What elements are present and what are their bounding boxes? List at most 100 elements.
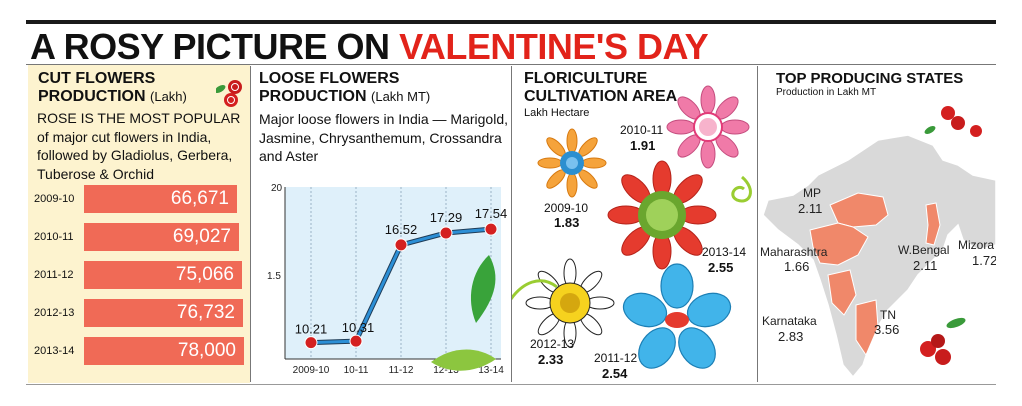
loose-flowers-line-chart: 20 1.5 2009-10 10-11 11-12 12-13 13-14 10.21 10.…	[267, 183, 508, 376]
top-rule	[26, 20, 996, 24]
state-value-tn: 3.56	[874, 322, 900, 337]
leaf-icon	[431, 349, 496, 371]
india-map	[762, 106, 996, 379]
orange-flower-icon	[537, 128, 607, 198]
bar-row: 2012-13 76,732	[28, 299, 250, 327]
state-label-mp: MP	[803, 186, 821, 200]
data-label: 17.29	[430, 210, 463, 225]
data-point	[349, 334, 363, 348]
daisy-flower-icon	[525, 258, 615, 348]
state-value-mp: 2.11	[798, 201, 823, 216]
state-label-mizoram: Mizora	[958, 238, 995, 252]
x-tick-label: 10-11	[344, 365, 369, 376]
x-tick-label: 2009-10	[293, 365, 330, 376]
bar: 75,066	[84, 261, 242, 289]
bar-row: 2013-14 78,000	[28, 337, 250, 365]
pink-flower-icon	[666, 85, 750, 169]
data-point	[304, 336, 318, 350]
separator-2	[511, 66, 512, 382]
data-label: 16.52	[385, 222, 418, 237]
rose-icon	[216, 80, 242, 107]
headline-part2: VALENTINE'S DAY	[399, 26, 709, 67]
separator-1	[250, 66, 251, 382]
bar-row: 2009-10 66,671	[28, 185, 250, 213]
data-label: 10.21	[295, 322, 328, 337]
separator-3	[757, 66, 758, 382]
karnataka-shape	[827, 269, 857, 316]
cultivation-value-2009-10: 1.83	[554, 215, 580, 230]
data-point	[394, 238, 408, 252]
bar-year-label: 2011-12	[34, 269, 74, 281]
x-tick-label: 13-14	[478, 365, 504, 376]
bar: 78,000	[84, 337, 244, 365]
bar-year-label: 2013-14	[34, 345, 75, 357]
bar-value-label: 78,000	[177, 340, 236, 361]
bar-row: 2011-12 75,066	[28, 261, 250, 289]
cut-flowers-unit: (Lakh)	[150, 89, 187, 104]
cultivation-panel: FLORICULTURE CULTIVATION AREA Lakh Hecta…	[512, 65, 757, 383]
states-panel: TOP PRODUCING STATES Production in Lakh …	[758, 65, 996, 383]
flower-illustration	[512, 85, 752, 369]
loose-flowers-panel: LOOSE FLOWERS PRODUCTION (Lakh MT) Major…	[251, 65, 511, 383]
rose-icon	[920, 317, 966, 365]
states-unit: Production in Lakh MT	[776, 87, 877, 98]
headline: A ROSY PICTURE ON VALENTINE'S DAY	[30, 26, 709, 67]
cultivation-unit: Lakh Hectare	[524, 107, 590, 119]
data-label: 10.31	[342, 320, 375, 335]
state-label-maharashtra: Maharashtra	[760, 245, 828, 259]
plot-area	[285, 187, 501, 359]
x-tick-label: 12-13	[433, 365, 459, 376]
cultivation-year-2012-13: 2012-13	[530, 337, 575, 351]
cultivation-title: FLORICULTURE CULTIVATION AREA	[524, 70, 678, 105]
loose-flowers-description: Major loose flowers in India — Marigold,…	[259, 111, 508, 164]
bar: 76,732	[84, 299, 243, 327]
bar-value-label: 69,027	[172, 226, 231, 247]
bar: 69,027	[84, 223, 239, 251]
panel-bottom-rule	[26, 384, 996, 385]
bar-year-label: 2012-13	[34, 307, 75, 319]
data-point	[484, 222, 498, 236]
cultivation-year-2009-10: 2009-10	[544, 201, 589, 215]
headline-part1: A ROSY PICTURE ON	[30, 26, 400, 67]
state-value-karnataka: 2.83	[778, 329, 804, 344]
loose-flowers-title: LOOSE FLOWERS PRODUCTION (Lakh MT)	[259, 70, 509, 106]
cultivation-value-2011-12: 2.54	[602, 366, 628, 381]
y-tick-label: 20	[271, 183, 283, 194]
states-title: TOP PRODUCING STATES	[776, 70, 964, 87]
cultivation-value-2010-11: 1.91	[630, 138, 656, 153]
state-label-wbengal: W.Bengal	[898, 243, 950, 257]
leaf-icon	[470, 255, 496, 323]
bar-row: 2010-11 69,027	[28, 223, 250, 251]
data-point	[439, 226, 453, 240]
state-value-mizoram: 1.72	[972, 253, 996, 268]
loose-flowers-title-text: LOOSE FLOWERS PRODUCTION	[259, 70, 400, 105]
cultivation-value-2013-14: 2.55	[708, 260, 734, 275]
cut-flowers-panel: CUT FLOWERS PRODUCTION (Lakh) ROSE IS TH…	[28, 65, 250, 383]
bar-value-label: 76,732	[176, 302, 235, 323]
panel-top-rule	[26, 64, 996, 65]
blue-flower-icon	[622, 263, 732, 369]
rose-icon	[970, 125, 982, 137]
tamil-nadu-shape	[855, 299, 879, 357]
bar: 66,671	[84, 185, 237, 213]
cut-flowers-title: CUT FLOWERS PRODUCTION (Lakh)	[38, 70, 228, 106]
state-value-maharashtra: 1.66	[784, 259, 810, 274]
data-label: 17.54	[475, 206, 508, 221]
state-label-tn: TN	[880, 308, 896, 322]
x-tick-label: 11-12	[389, 365, 414, 376]
loose-flowers-unit: (Lakh MT)	[371, 89, 431, 104]
cultivation-year-2013-14: 2013-14	[702, 245, 747, 259]
state-value-wbengal: 2.11	[913, 258, 938, 273]
rose-icon	[924, 106, 965, 134]
west-bengal-shape	[925, 202, 941, 246]
state-label-karnataka: Karnataka	[762, 314, 817, 328]
maharashtra-shape	[809, 222, 869, 266]
y-tick-label: 1.5	[267, 271, 281, 282]
cut-flowers-description: ROSE IS THE MOST POPULAR of major cut fl…	[37, 110, 241, 182]
red-flower-icon	[607, 160, 717, 270]
cultivation-value-2012-13: 2.33	[538, 352, 564, 367]
cultivation-year-2010-11: 2010-11	[620, 123, 664, 137]
bar-year-label: 2010-11	[34, 231, 74, 243]
bar-value-label: 66,671	[170, 188, 229, 209]
bar-year-label: 2009-10	[34, 193, 75, 205]
